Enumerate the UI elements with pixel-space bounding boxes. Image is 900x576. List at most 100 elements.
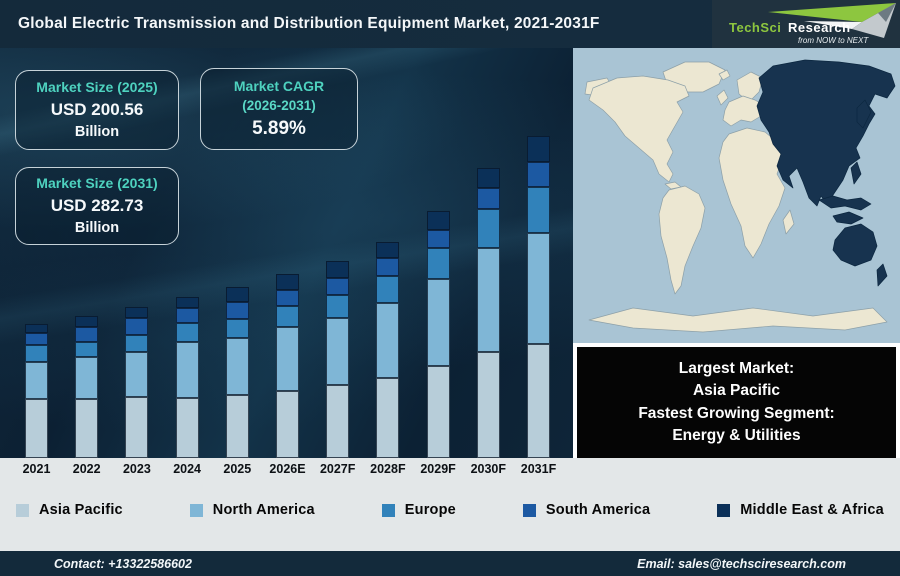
bar-segment-north-america	[125, 352, 149, 397]
legend-item-asia-pacific: Asia Pacific	[16, 502, 123, 518]
x-axis-label-2026E: 2026E	[269, 462, 306, 476]
stacked-bar-2031F	[527, 136, 550, 458]
bar-segment-south-america	[75, 327, 99, 342]
stacked-bar-2024	[175, 297, 199, 458]
map-indonesia	[818, 195, 872, 211]
bar-segment-south-america	[225, 302, 249, 319]
bar-segment-asia-pacific	[75, 399, 99, 458]
bar-segment-north-america	[426, 279, 450, 366]
callout-value: 5.89%	[252, 118, 306, 139]
stacked-bar-2025	[225, 287, 249, 458]
legend-item-north-america: North America	[189, 502, 315, 518]
legend-swatch	[381, 503, 395, 517]
bar-segment-europe	[326, 295, 350, 318]
bar-segment-middle-east-africa	[426, 211, 450, 230]
map-north-america	[588, 75, 690, 183]
bar-segment-north-america	[25, 362, 48, 399]
stacked-bar-2029F	[426, 211, 450, 458]
bar-segment-south-america	[426, 230, 450, 248]
callout-unit: Billion	[74, 220, 120, 236]
bar-segment-middle-east-africa	[75, 316, 99, 327]
x-axis-label-2024: 2024	[173, 462, 201, 476]
bar-segment-asia-pacific	[476, 352, 500, 458]
map-new-zealand	[876, 263, 888, 287]
bar-segment-south-america	[125, 318, 149, 335]
bar-segment-south-america	[175, 308, 199, 323]
bar-segment-europe	[426, 248, 450, 279]
bar-segment-asia-pacific	[175, 398, 199, 458]
map-scandinavia	[736, 71, 764, 103]
stacked-bar-2028F	[376, 242, 400, 458]
map-antarctica	[588, 307, 888, 333]
bar-segment-north-america	[527, 233, 550, 344]
bar-segment-south-america	[476, 188, 500, 209]
legend-label: South America	[545, 502, 651, 518]
contact-text: Contact: +13322586602	[54, 556, 192, 571]
stacked-bar-2023	[125, 307, 149, 458]
callout-market-size-2025: Market Size (2025) USD 200.56 Billion	[15, 70, 179, 150]
bar-segment-europe	[476, 209, 500, 248]
callout-value: USD 282.73	[50, 196, 144, 215]
map-iceland	[718, 69, 731, 81]
map-british-isles	[716, 89, 729, 106]
logo-arrow-green-blade	[768, 3, 896, 22]
map-madagascar	[782, 209, 795, 235]
callout-market-size-2031: Market Size (2031) USD 282.73 Billion	[15, 167, 179, 245]
legend-item-south-america: South America	[522, 502, 651, 518]
legend-label: North America	[212, 502, 315, 518]
bar-segment-middle-east-africa	[476, 168, 500, 188]
bar-segment-europe	[225, 319, 249, 338]
logo-text-research: Research	[788, 20, 851, 35]
stacked-bar-chart	[0, 48, 573, 458]
legend-label: Europe	[404, 502, 456, 518]
x-axis-label-2022: 2022	[72, 462, 101, 476]
map-australia	[832, 223, 878, 267]
x-axis-label-2021: 2021	[22, 462, 51, 476]
bar-segment-north-america	[175, 342, 199, 398]
logo-arrow-dark-facet	[878, 3, 896, 22]
bar-segment-south-america	[527, 162, 550, 187]
bar-segment-asia-pacific	[527, 344, 550, 458]
bar-segment-middle-east-africa	[276, 274, 299, 290]
techsci-logo: TechSci Research from NOW to NEXT	[712, 0, 900, 48]
bar-segment-europe	[276, 306, 299, 327]
bar-segment-north-america	[225, 338, 249, 395]
stacked-bar-2021	[25, 324, 48, 458]
x-axis-label-2029F: 2029F	[420, 462, 456, 476]
logo-arrow-white-blade	[804, 21, 862, 29]
x-axis-label-2031F: 2031F	[520, 462, 557, 476]
bar-segment-south-america	[326, 278, 350, 295]
bar-segment-middle-east-africa	[527, 136, 550, 162]
page-title: Global Electric Transmission and Distrib…	[18, 15, 600, 32]
legend-swatch	[16, 503, 29, 517]
callout-value: USD 200.56	[50, 100, 144, 119]
email-text: Email: sales@techsciresearch.com	[637, 556, 846, 571]
logo-tagline: from NOW to NEXT	[798, 36, 869, 45]
bar-segment-middle-east-africa	[326, 261, 350, 278]
title-bar: Global Electric Transmission and Distrib…	[0, 0, 900, 48]
bar-segment-europe	[527, 187, 550, 233]
legend-swatch	[522, 503, 536, 517]
legend-swatch	[189, 503, 203, 517]
map-asia-highlight	[756, 59, 896, 207]
highlight-line: Largest Market:	[678, 359, 795, 377]
callout-label: Market Size (2031)	[36, 175, 158, 191]
callout-label: Market CAGR	[233, 78, 325, 94]
bar-segment-south-america	[25, 333, 48, 345]
footer-bar: Contact: +13322586602 Email: sales@techs…	[0, 551, 900, 576]
world-map	[573, 48, 900, 343]
stacked-bar-2027F	[326, 261, 350, 458]
bar-segment-south-america	[376, 258, 400, 276]
bar-segment-asia-pacific	[276, 391, 299, 458]
callout-label: Market Size (2025)	[36, 79, 158, 95]
right-panel: Largest Market: Asia Pacific Fastest Gro…	[573, 48, 900, 462]
techsci-logo-graphic: TechSci Research from NOW to NEXT	[729, 3, 896, 45]
bar-segment-asia-pacific	[125, 397, 149, 458]
bar-segment-asia-pacific	[326, 385, 350, 458]
callout-sublabel: (2026-2031)	[242, 98, 316, 113]
stacked-bar-2030F	[476, 168, 500, 458]
legend-swatch	[717, 503, 731, 517]
bar-segment-north-america	[75, 357, 99, 399]
map-japan	[856, 99, 872, 129]
